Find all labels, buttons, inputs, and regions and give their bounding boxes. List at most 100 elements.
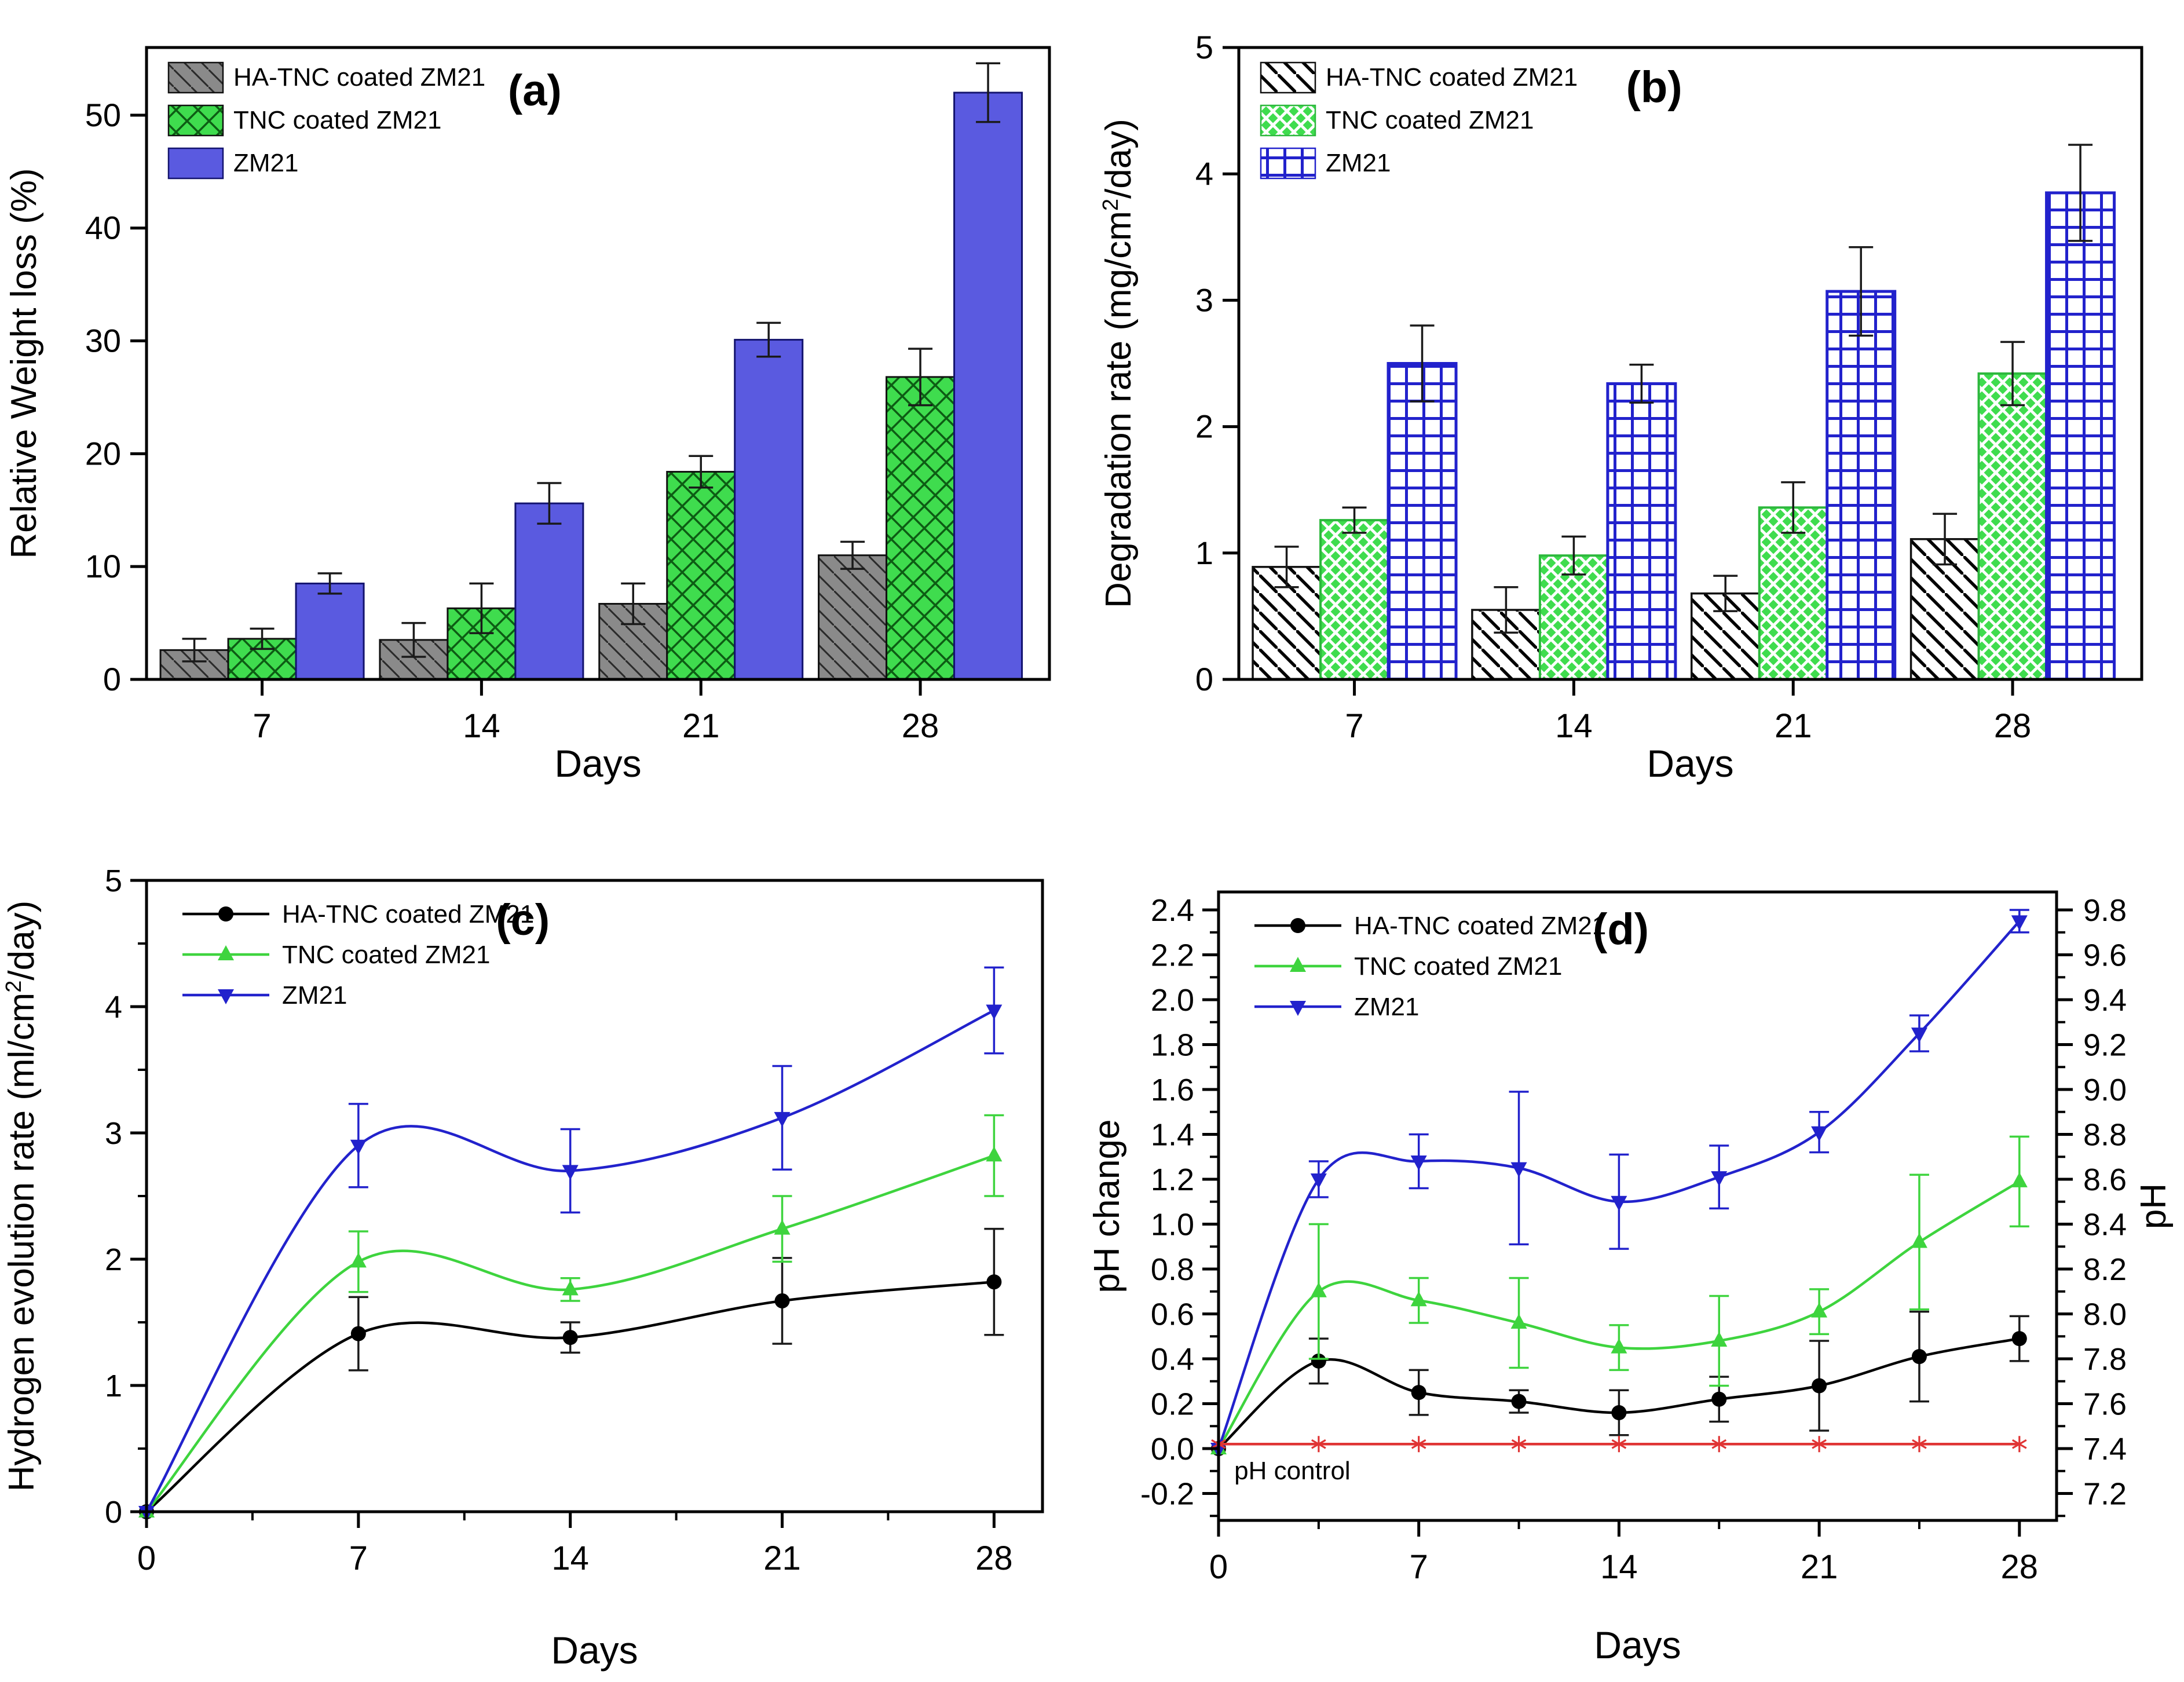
data-point	[1911, 1028, 1927, 1043]
y-tick-label: 1.8	[1150, 1028, 1194, 1063]
y2-axis: 7.2 7.4 7.6 7.8 8.0 8.2 8.4 8.6 8.8 9.0 9.2 9.4 9.6 9…	[2056, 893, 2174, 1518]
chart-d-ph-change: pH control 0 7 14 21 28 Days -0.2 0.0 0.2 0.4 0.6 0.…	[1092, 890, 2174, 1666]
legend-label: HA-TNC coated ZM21	[282, 900, 534, 928]
data-point	[986, 1004, 1003, 1020]
series-zm21	[138, 966, 1004, 1521]
x-tick-label: 28	[975, 1540, 1013, 1577]
data-point	[2011, 915, 2028, 931]
chart-b-degradation-rate: 7 14 21 28 Days 0 1 2 3 4 5 Degradation rate (mg/cm…	[1099, 29, 2143, 785]
data-point	[1711, 1391, 1726, 1407]
legend-label: TNC coated ZM21	[233, 106, 441, 134]
bar	[1319, 519, 1389, 681]
legend: HA-TNC coated ZM21 TNC coated ZM21 ZM21	[182, 900, 534, 1010]
y2-tick-label: 9.6	[2083, 938, 2127, 973]
data-point	[1811, 1378, 1827, 1394]
y2-tick-label: 9.2	[2083, 1028, 2127, 1063]
x-tick-label: 28	[2000, 1548, 2038, 1586]
data-point	[1911, 1349, 1927, 1365]
y-tick-label: 0.0	[1150, 1432, 1194, 1467]
bar	[886, 376, 956, 681]
y-tick-label: 1	[1195, 535, 1213, 571]
data-point	[350, 1326, 366, 1341]
error-bar	[1713, 575, 1737, 612]
y-tick-label: 20	[85, 435, 121, 471]
error-bar	[1848, 246, 1873, 337]
bar	[666, 471, 736, 681]
plot-frame	[1217, 890, 2058, 1522]
y2-tick-label: 7.2	[2083, 1477, 2127, 1512]
error-bar	[2068, 144, 2092, 242]
bar	[734, 339, 804, 681]
y-axis-title: pH change	[1092, 1120, 1127, 1293]
error-bar	[976, 62, 1001, 123]
y-axis: 0 10 20 30 40 50 Relative Weight loss (%)	[4, 97, 147, 697]
panel-c-content: 0 7 14 21 28 Days 0 1 2 3 4 5 Hydrogen evolution rat…	[2, 864, 1044, 1672]
y-tick-label: 50	[85, 97, 121, 133]
y-tick-label: 1.6	[1150, 1073, 1194, 1107]
error-bar	[469, 582, 494, 634]
y-axis-title: Hydrogen evolution rate (ml/cm2/day)	[2, 901, 42, 1491]
legend-label: ZM21	[1326, 149, 1391, 177]
y2-tick-label: 7.8	[2083, 1342, 2127, 1377]
y2-tick-label: 7.6	[2083, 1387, 2127, 1422]
panel-letter: (b)	[1626, 63, 1682, 112]
y-tick-label: 0.4	[1150, 1342, 1194, 1377]
y-tick-label: 10	[85, 548, 121, 584]
data-point	[1610, 1338, 1627, 1354]
x-tick-label: 7	[1345, 707, 1363, 745]
error-bar	[1561, 535, 1586, 576]
error-bar	[1629, 363, 1653, 404]
bars-layer	[1251, 191, 2116, 681]
y-tick-label: 1	[105, 1369, 122, 1403]
series-layer	[1210, 909, 2029, 1458]
error-bar	[1410, 324, 1435, 403]
y-axis: 0 1 2 3 4 5 Degradation rate (mg/cm2/day)	[1099, 29, 1239, 697]
data-point	[1311, 1436, 1326, 1453]
y2-tick-label: 8.0	[2083, 1297, 2127, 1332]
bar	[953, 92, 1023, 681]
legend-label: HA-TNC coated ZM21	[1326, 63, 1578, 92]
error-bars-layer	[1274, 144, 2092, 634]
data-point	[1810, 1126, 1827, 1142]
x-tick-label: 21	[682, 707, 720, 745]
legend-marker	[218, 945, 234, 960]
error-bars-layer	[182, 62, 1001, 663]
legend-marker	[1290, 918, 1305, 933]
y-axis: 0 1 2 3 4 5 Hydrogen evolution rate (ml/cm2/da…	[2, 864, 147, 1530]
y-tick-label: 1.2	[1150, 1162, 1194, 1197]
y-axis-title: Degradation rate (mg/cm2/day)	[1099, 119, 1139, 608]
y-tick-label: -0.2	[1140, 1477, 1194, 1512]
bar	[1387, 362, 1458, 681]
legend: HA-TNC coated ZM21 TNC coated ZM21 ZM21	[1254, 912, 1606, 1021]
y2-axis-title: pH	[2134, 1183, 2174, 1229]
plot-frame	[145, 879, 1044, 1513]
legend-marker	[1289, 1001, 1306, 1016]
x-axis-title: Days	[554, 742, 641, 785]
data-point	[1710, 1332, 1727, 1347]
x-axis: 0 7 14 21 28 Days	[137, 1512, 1013, 1672]
y-tick-label: 0	[1195, 661, 1213, 697]
legend-label: TNC coated ZM21	[282, 941, 490, 969]
panel-d-content: pH control 0 7 14 21 28 Days -0.2 0.0 0.2 0.4 0.6 0.…	[1092, 890, 2174, 1666]
x-tick-label: 28	[1993, 707, 2031, 745]
error-bar	[1274, 546, 1299, 588]
error-bar	[1342, 506, 1367, 534]
y-tick-label: 3	[105, 1116, 122, 1151]
data-point	[774, 1219, 791, 1235]
x-axis: 0 7 14 21 28 Days	[1209, 1520, 2038, 1666]
bar	[514, 502, 584, 681]
series-line	[145, 1154, 995, 1513]
x-tick-label: 14	[1600, 1548, 1638, 1586]
panel-b-content: 7 14 21 28 Days 0 1 2 3 4 5 Degradation rate (mg/cm…	[1099, 29, 2143, 785]
data-point	[1710, 1171, 1727, 1187]
data-point	[1410, 1156, 1427, 1171]
series-ph-control	[1210, 1436, 2027, 1453]
error-bar	[1780, 481, 1805, 534]
data-point	[1410, 1291, 1427, 1307]
y-tick-label: 2	[1195, 408, 1213, 445]
y-tick-label: 0.8	[1150, 1252, 1194, 1287]
legend-swatch	[167, 104, 224, 137]
series-line	[1217, 1180, 2020, 1450]
y-tick-label: 2.2	[1150, 938, 1194, 973]
bar	[1825, 290, 1896, 681]
